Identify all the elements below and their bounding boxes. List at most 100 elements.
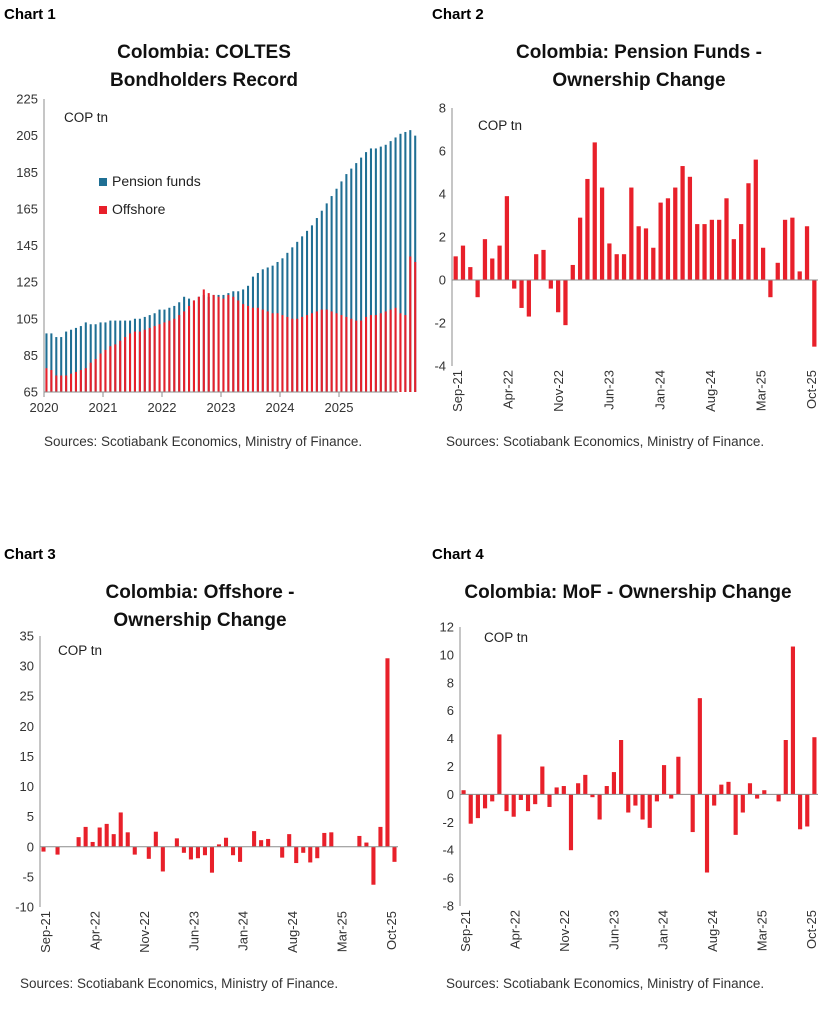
bar [519,280,524,308]
bar [65,375,68,392]
bar [583,774,588,795]
bar [640,794,645,820]
y-tick-label: 2 [439,230,446,245]
bar [202,289,205,392]
x-tick-label: Apr-22 [87,911,102,950]
bar [216,844,222,847]
bar [138,331,141,392]
bar [212,294,215,392]
bar [585,178,590,280]
bar [315,311,318,392]
x-tick-label: Jun-23 [186,911,201,951]
x-tick-label: 2022 [148,400,177,415]
bar [661,765,667,795]
bar [798,794,803,830]
bar [680,166,685,280]
bar [724,198,729,280]
bar [633,794,638,806]
y-tick-label: 6 [447,703,454,718]
bar [604,786,609,795]
bar [242,304,245,392]
bar [490,258,495,280]
y-tick-label: -4 [442,843,454,858]
bar [360,320,363,392]
bar [294,846,299,864]
bar [79,370,82,392]
bar [188,305,191,392]
bar [797,271,802,280]
chart-title: Ownership Change [552,70,725,91]
bar [146,846,151,859]
bar [378,826,383,847]
y-tick-label: -6 [442,871,454,886]
bar [335,313,338,392]
bar [287,834,292,847]
bar [695,224,700,280]
bar [747,783,753,795]
bar [475,794,480,819]
bar [223,837,229,847]
y-tick-label: 85 [24,348,38,363]
bar [590,794,595,798]
y-tick-label: 4 [439,187,446,202]
y-tick-label: -4 [434,359,446,374]
x-tick-label: Mar-25 [335,911,350,952]
bar [719,784,724,795]
bar [619,740,624,795]
bar [256,307,259,392]
y-tick-label: 35 [20,629,34,644]
bar [301,846,306,853]
x-tick-label: Nov-22 [557,910,572,952]
x-tick-label: Aug-24 [705,910,720,952]
bar [497,245,502,280]
bar [118,812,123,847]
bar [158,324,161,392]
chart-title: Colombia: Offshore - [106,582,295,603]
bar [690,794,695,833]
bar [90,841,95,847]
bar [399,133,402,393]
y-tick-label: 105 [16,311,38,326]
bar [768,280,773,298]
bar [717,219,722,280]
y-tick-label: 185 [16,165,38,180]
chart-1-svg: Colombia: COLTES Bondholders Record COP tn… [16,42,417,415]
bar [512,280,517,289]
chart-source: Sources: Scotiabank Economics, Ministry … [446,434,765,449]
y-tick-label: 165 [16,201,38,216]
bar [504,196,510,280]
bar [782,219,788,280]
y-tick-label: -5 [22,869,34,884]
bar [626,794,631,813]
bar [315,218,318,392]
bar [360,157,363,392]
bar [84,322,87,392]
bar [222,298,225,392]
bar [389,141,392,392]
bar [350,168,353,392]
y-tick-label: 0 [447,787,454,802]
bar [99,353,102,392]
x-tick-label: Jun-23 [606,910,621,950]
bar [83,826,88,847]
bar [482,239,488,280]
bar [188,846,193,860]
bar [654,794,659,802]
bar [306,315,309,392]
bar [525,794,531,812]
bar [132,846,137,855]
chart-panel-2: Chart 2 Colombia: Pension Funds - Ownersh… [414,0,828,480]
bar [160,846,165,872]
bar [124,337,127,392]
bar [60,375,63,392]
bar [760,247,766,280]
bar [247,305,250,392]
bar [227,294,230,392]
chart-source: Sources: Scotiabank Economics, Ministry … [44,434,363,449]
x-tick-label: Oct-25 [384,911,399,950]
bar [345,174,348,392]
bar [746,183,751,280]
bar [232,296,235,392]
bar [109,346,112,392]
x-tick-label: 2023 [207,400,236,415]
